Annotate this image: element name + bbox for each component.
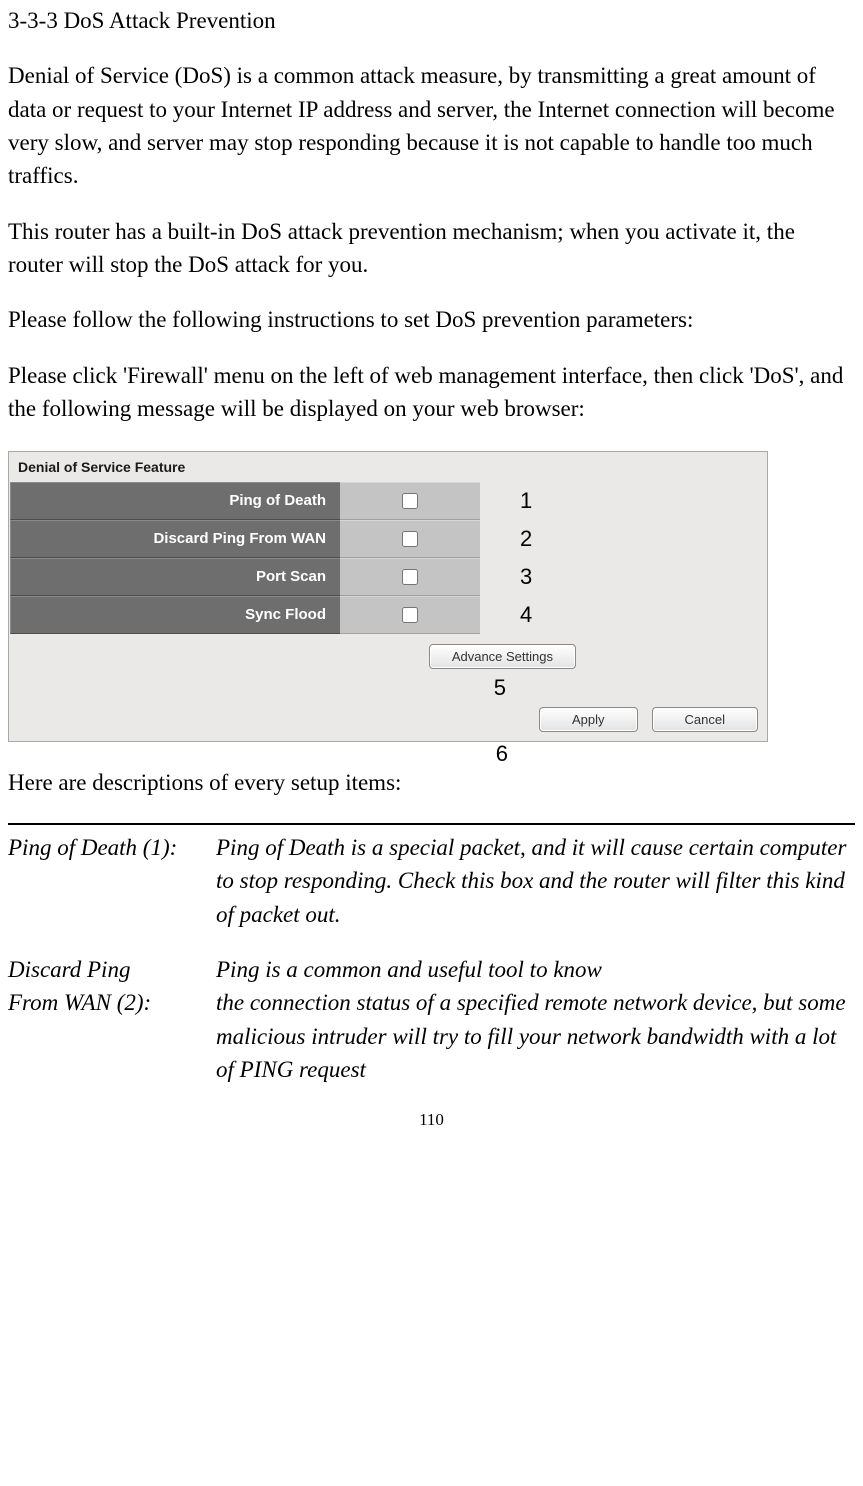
label-port-scan: Port Scan bbox=[10, 558, 340, 596]
descriptions-block: Here are descriptions of every setup ite… bbox=[8, 766, 855, 1087]
divider bbox=[8, 823, 855, 825]
annot-1: 1 bbox=[480, 482, 766, 520]
page-number: 110 bbox=[8, 1108, 855, 1133]
paragraph-intro-4: Please click 'Firewall' menu on the left… bbox=[8, 359, 855, 426]
annot-6: 6 bbox=[8, 738, 768, 754]
action-button-row: Apply Cancel bbox=[10, 703, 766, 740]
term-text: the connection status of a specified rem… bbox=[208, 986, 855, 1086]
annot-3: 3 bbox=[480, 558, 766, 596]
annot-4: 4 bbox=[480, 596, 766, 634]
descriptions-intro: Here are descriptions of every setup ite… bbox=[8, 766, 855, 799]
panel-title: Denial of Service Feature bbox=[10, 453, 766, 481]
value-ping-of-death bbox=[340, 482, 480, 520]
annot-5: 5 bbox=[10, 673, 766, 703]
value-port-scan bbox=[340, 558, 480, 596]
annot-2: 2 bbox=[480, 520, 766, 558]
spacer bbox=[8, 931, 855, 953]
paragraph-intro-3: Please follow the following instructions… bbox=[8, 303, 855, 336]
row-port-scan: Port Scan 3 bbox=[10, 558, 766, 596]
spacer bbox=[8, 37, 855, 59]
term-label: Ping of Death (1): bbox=[8, 831, 208, 931]
term-label: From WAN (2): bbox=[8, 986, 208, 1086]
term-discard-ping-l2: From WAN (2): the connection status of a… bbox=[8, 986, 855, 1086]
row-ping-of-death: Ping of Death 1 bbox=[10, 482, 766, 520]
label-discard-ping-wan: Discard Ping From WAN bbox=[10, 520, 340, 558]
chk-port-scan[interactable] bbox=[402, 569, 418, 585]
chk-ping-of-death[interactable] bbox=[402, 493, 418, 509]
paragraph-intro-1: Denial of Service (DoS) is a common atta… bbox=[8, 59, 855, 192]
advance-row: Advance Settings bbox=[10, 634, 766, 673]
term-label: Discard Ping bbox=[8, 953, 208, 986]
row-discard-ping-wan: Discard Ping From WAN 2 bbox=[10, 520, 766, 558]
term-ping-of-death: Ping of Death (1): Ping of Death is a sp… bbox=[8, 831, 855, 931]
dos-feature-panel: Denial of Service Feature Ping of Death … bbox=[8, 451, 768, 741]
chk-discard-ping-wan[interactable] bbox=[402, 531, 418, 547]
spacer bbox=[8, 799, 855, 821]
term-text: Ping is a common and useful tool to know bbox=[208, 953, 855, 986]
paragraph-intro-2: This router has a built-in DoS attack pr… bbox=[8, 215, 855, 282]
spacer bbox=[8, 193, 855, 215]
label-ping-of-death: Ping of Death bbox=[10, 482, 340, 520]
term-text: Ping of Death is a special packet, and i… bbox=[208, 831, 855, 931]
value-sync-flood bbox=[340, 596, 480, 634]
label-sync-flood: Sync Flood bbox=[10, 596, 340, 634]
row-sync-flood: Sync Flood 4 bbox=[10, 596, 766, 634]
chk-sync-flood[interactable] bbox=[402, 607, 418, 623]
cancel-button[interactable]: Cancel bbox=[652, 707, 758, 732]
value-discard-ping-wan bbox=[340, 520, 480, 558]
spacer bbox=[8, 425, 855, 447]
term-discard-ping-l1: Discard Ping Ping is a common and useful… bbox=[8, 953, 855, 986]
apply-button[interactable]: Apply bbox=[539, 707, 638, 732]
section-heading: 3-3-3 DoS Attack Prevention bbox=[8, 4, 855, 37]
spacer bbox=[8, 281, 855, 303]
advance-settings-button[interactable]: Advance Settings bbox=[429, 644, 576, 669]
spacer bbox=[8, 337, 855, 359]
